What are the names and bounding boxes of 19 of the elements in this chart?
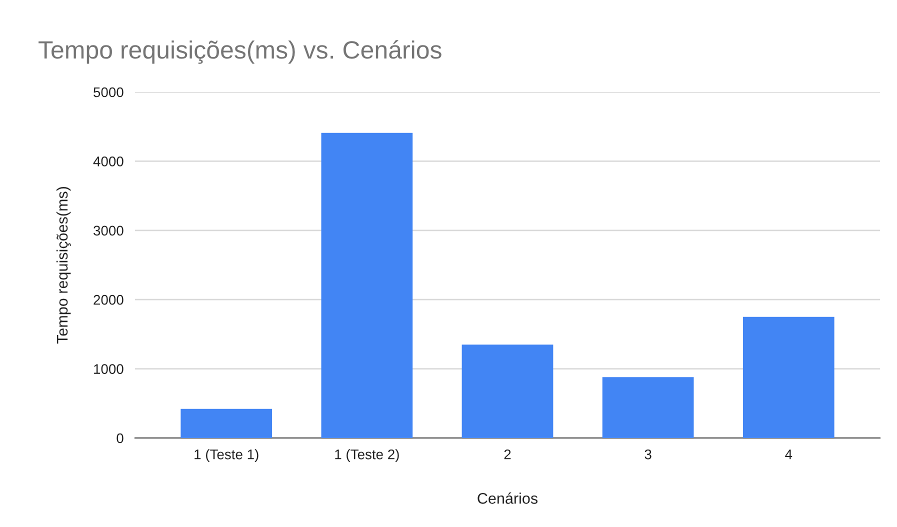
y-tick-label: 1000 [94,364,124,374]
y-axis-title: Tempo requisições(ms) [56,186,71,344]
x-tick-label: 3 [644,449,652,460]
x-tick-label: 2 [504,449,511,460]
y-tick-label: 5000 [94,87,124,98]
y-tick-label: 2000 [94,294,124,305]
y-tick-label: 0 [116,433,124,444]
bar [180,408,272,438]
x-axis-title: Cenários [478,492,538,504]
x-tick-label: 1 (Teste 2) [335,449,399,462]
y-tick-label: 4000 [93,156,124,166]
chart-title: Tempo requisições(ms) vs. Cenários [38,40,442,64]
x-tick-label: 1 (Teste 1) [194,449,258,462]
bar [742,316,834,438]
y-tick-label: 3000 [94,226,124,236]
bar [602,377,694,438]
bar [321,132,413,438]
x-tick-label: 4 [785,450,792,460]
bar [462,344,554,438]
